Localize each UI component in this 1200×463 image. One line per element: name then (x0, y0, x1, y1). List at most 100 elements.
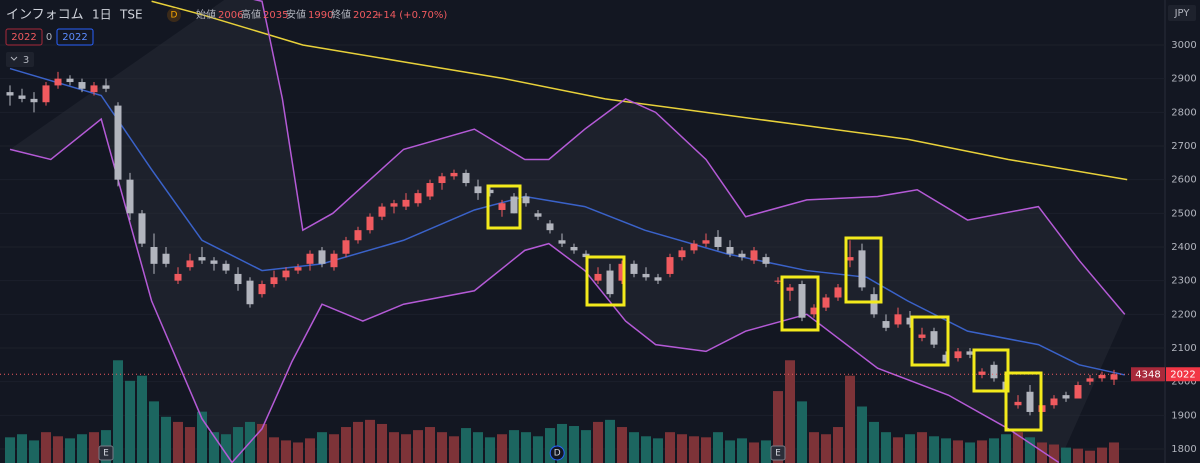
highlight-box (585, 255, 626, 307)
volume-bar (557, 423, 567, 463)
y-tick-label: 2500 (1171, 208, 1196, 219)
event-label: D (554, 449, 561, 459)
candle-body (162, 253, 170, 264)
candle-body (66, 78, 74, 83)
input-value: 2022 (62, 32, 87, 43)
symbol: インフォコム (6, 8, 84, 23)
volume-bar (941, 438, 951, 463)
candle-body (546, 223, 554, 231)
volume-bar (665, 432, 675, 463)
candle-body (486, 189, 494, 194)
chevron (10, 56, 18, 61)
volume-bar (305, 438, 315, 463)
volume-bar (1025, 437, 1035, 463)
candle-body (426, 183, 434, 197)
ohlc-label: 終値 (331, 8, 351, 21)
volume-bar (857, 406, 867, 463)
candle-body (810, 307, 818, 315)
volume-bar (641, 436, 651, 463)
volume-bar (1097, 447, 1107, 463)
volume-bar (881, 432, 891, 463)
y-tick-label: 2100 (1171, 343, 1196, 354)
volume-bar (161, 416, 171, 463)
input-box[interactable] (56, 28, 94, 46)
volume-bar (713, 432, 723, 463)
candle-body (246, 280, 254, 305)
volume-bar (845, 375, 855, 463)
candle-body (390, 203, 398, 207)
y-tick-label: 2600 (1171, 175, 1196, 186)
candle-body (510, 196, 518, 214)
indicator-line (253, 0, 1126, 315)
highlight-box (910, 315, 950, 367)
candle-body (42, 85, 50, 103)
volume-bar (137, 375, 147, 463)
input-value: 2022 (11, 32, 36, 43)
volume-bar (389, 432, 399, 463)
candle-body (498, 203, 506, 210)
indicator-toggle[interactable] (6, 52, 34, 67)
candle-body (138, 213, 146, 244)
ohlc-value: 2035 (263, 10, 288, 21)
interval: 1日 (92, 8, 112, 22)
volume-bar (365, 419, 375, 463)
currency: JPY (1174, 8, 1191, 19)
ohlc-value: 2022 (353, 10, 378, 21)
volume-bar (269, 437, 279, 463)
badge-bg (1131, 367, 1165, 382)
volume-bar (473, 432, 483, 463)
volume-bar (401, 434, 411, 463)
y-tick-label: 2400 (1171, 242, 1196, 253)
candle-body (870, 294, 878, 315)
volume-bar (449, 436, 459, 463)
y-tick-label: 3000 (1171, 40, 1196, 51)
volume-bar (869, 421, 879, 463)
badge: D (171, 11, 178, 21)
volume-bar (185, 427, 195, 463)
volume-bar (749, 442, 759, 463)
volume-bar (821, 434, 831, 463)
volume-bar (197, 411, 207, 463)
candle-body (270, 277, 278, 285)
volume-bar (773, 391, 783, 463)
volume-bar (1085, 450, 1095, 463)
y-tick-label: 1900 (1171, 410, 1196, 421)
indicator-line (9, 67, 1125, 376)
highlight-box (780, 275, 820, 332)
volume-bar (797, 401, 807, 463)
volume-bar (461, 428, 471, 463)
currency-box[interactable] (1168, 5, 1196, 21)
volume-bar (89, 432, 99, 463)
volume-bar (737, 438, 747, 463)
volume-bar (593, 421, 603, 463)
candle-body (786, 287, 794, 291)
candle-body (954, 351, 962, 359)
candle-body (90, 85, 98, 93)
candle-body (78, 82, 86, 89)
candle-body (1074, 385, 1082, 399)
candle-body (342, 240, 350, 254)
volume-bar (125, 380, 135, 463)
ohlc-label: 高値 (241, 8, 261, 21)
volume-bar (233, 427, 243, 463)
volume-bar (689, 436, 699, 463)
candle-body (558, 240, 566, 244)
volume-bar (1013, 432, 1023, 463)
candle-body (294, 267, 302, 271)
candle-body (750, 250, 758, 261)
volume-bar (29, 440, 39, 463)
candle-body (942, 354, 950, 362)
candle-body (306, 253, 314, 264)
volume-bar (761, 440, 771, 463)
volume-bar (533, 436, 543, 463)
candle-body (1086, 378, 1094, 382)
ohlc-value: 1990 (308, 10, 333, 21)
candle-body (354, 230, 362, 241)
input-box[interactable] (5, 28, 43, 46)
candle-body (894, 314, 902, 325)
volume-bar (725, 440, 735, 463)
candle-body (210, 260, 218, 264)
volume-bar (113, 360, 123, 463)
candle-body (678, 250, 686, 258)
